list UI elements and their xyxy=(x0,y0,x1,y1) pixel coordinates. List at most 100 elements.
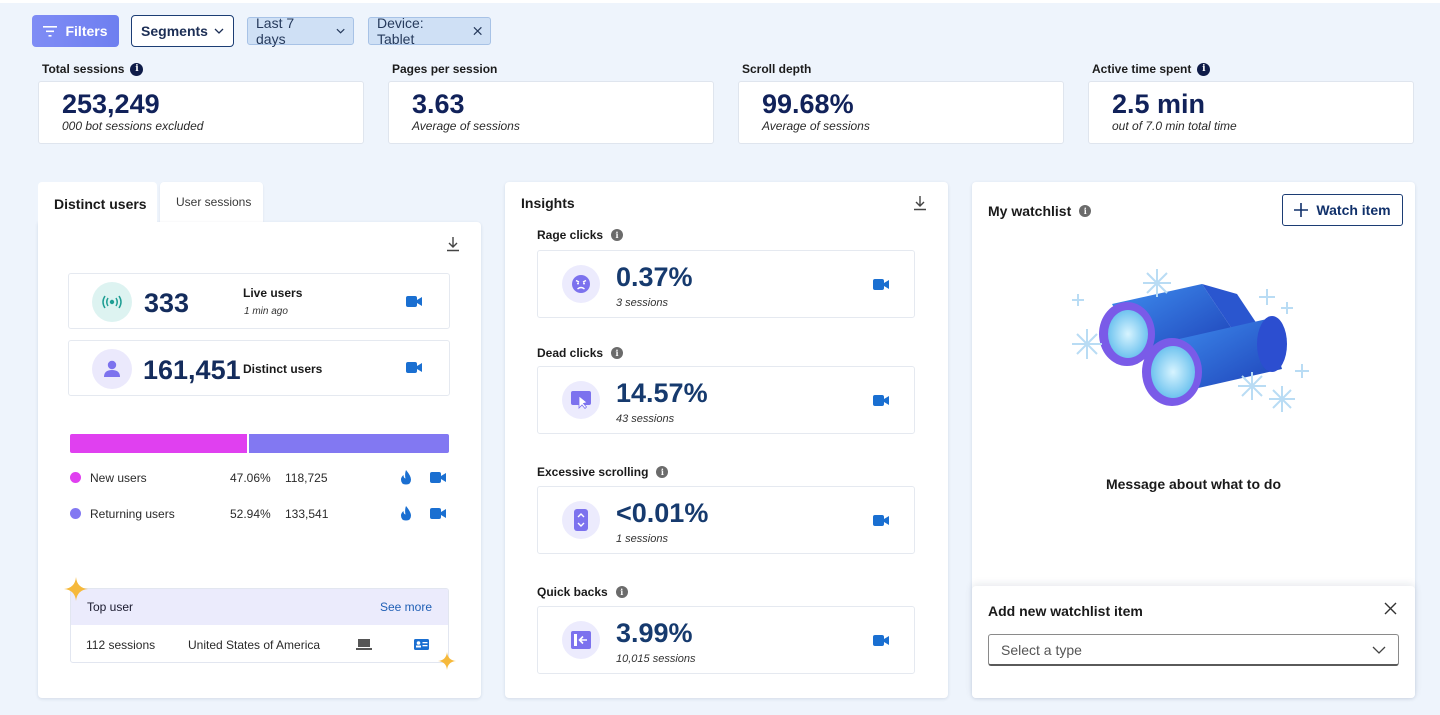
watch-item-label: Watch item xyxy=(1316,202,1391,218)
add-watchlist-pane: Add new watchlist item Select a type xyxy=(972,586,1415,698)
info-icon[interactable]: i xyxy=(1079,205,1092,217)
legend-name: Returning users xyxy=(90,507,175,521)
video-camera-icon[interactable] xyxy=(873,635,889,646)
plus-icon xyxy=(1294,203,1309,217)
stat-pages-per-session: Pages per session 3.63 Average of sessio… xyxy=(388,61,714,144)
info-icon[interactable]: i xyxy=(611,229,624,241)
insight-sub: 1 sessions xyxy=(616,533,668,545)
chevron-down-icon xyxy=(1372,646,1386,654)
close-icon[interactable] xyxy=(1384,602,1397,615)
legend-returning-users: Returning users 52.94% 133,541 xyxy=(70,504,450,524)
video-camera-icon[interactable] xyxy=(873,395,889,406)
filter-lines-icon xyxy=(43,25,58,37)
info-icon[interactable]: i xyxy=(130,62,144,76)
insight-label-rage: Rage clicks i xyxy=(537,228,624,242)
info-icon[interactable]: i xyxy=(1197,62,1211,76)
legend-name: New users xyxy=(90,471,147,485)
tab-distinct-users[interactable]: Distinct users xyxy=(38,182,157,226)
type-select-placeholder: Select a type xyxy=(1001,641,1082,658)
legend-dot xyxy=(70,472,81,483)
top-user-sessions: 112 sessions xyxy=(86,637,156,652)
users-panel: User sessions 333 Live users 1 min ago 1… xyxy=(38,182,481,698)
top-user-title: Top user xyxy=(87,600,134,614)
distinct-users-card: 161,451 Distinct users xyxy=(68,340,450,396)
stat-value: 99.68% xyxy=(762,89,854,119)
segments-button[interactable]: Segments xyxy=(131,15,234,47)
info-icon[interactable]: i xyxy=(611,347,624,359)
device-chip-label: Device: Tablet xyxy=(377,15,424,47)
stat-label: Total sessions xyxy=(42,62,125,76)
angry-face-icon xyxy=(562,265,600,303)
stat-card: 3.63 Average of sessions xyxy=(388,81,714,144)
live-users-sub: 1 min ago xyxy=(244,306,288,317)
new-users-segment xyxy=(70,434,247,453)
video-camera-icon[interactable] xyxy=(873,279,889,290)
binoculars-illustration xyxy=(1072,269,1309,412)
filter-bar: Filters Segments Last 7 days Device: Tab… xyxy=(32,15,491,47)
insight-label-text: Excessive scrolling xyxy=(537,465,649,479)
video-camera-icon[interactable] xyxy=(873,515,889,526)
video-camera-icon[interactable] xyxy=(406,362,422,373)
close-icon[interactable] xyxy=(473,26,482,36)
video-camera-icon[interactable] xyxy=(430,472,446,483)
watchlist-panel: My watchlist i Watch item xyxy=(972,182,1415,698)
insight-label-scroll: Excessive scrolling i xyxy=(537,465,669,479)
video-camera-icon[interactable] xyxy=(406,296,422,307)
info-icon[interactable]: i xyxy=(615,586,628,598)
info-icon[interactable]: i xyxy=(656,466,669,478)
video-camera-icon[interactable] xyxy=(430,508,446,519)
insight-card-scroll[interactable]: <0.01% 1 sessions xyxy=(537,486,915,554)
live-users-card: 333 Live users 1 min ago xyxy=(68,273,450,329)
top-border xyxy=(0,0,1440,3)
insight-card-quickbacks[interactable]: 3.99% 10,015 sessions xyxy=(537,606,915,674)
stat-label: Active time spent xyxy=(1092,62,1192,76)
top-user-country: United States of America xyxy=(188,637,321,652)
heatmap-flame-icon[interactable] xyxy=(400,470,412,485)
download-icon[interactable] xyxy=(913,195,927,211)
watchlist-message: Message about what to do xyxy=(1105,476,1281,492)
legend-dot xyxy=(70,508,81,519)
insight-label-text: Rage clicks xyxy=(537,228,604,242)
device-filter-chip[interactable]: Device: Tablet xyxy=(368,15,491,47)
see-more-link[interactable]: See more xyxy=(379,600,432,614)
heatmap-flame-icon[interactable] xyxy=(400,506,412,521)
stat-total-sessions: Total sessions i 253,249 000 bot sessions… xyxy=(38,61,364,144)
stat-value: 2.5 min xyxy=(1112,89,1206,119)
live-broadcast-icon xyxy=(92,282,132,322)
tab-label: Distinct users xyxy=(54,196,147,212)
sparkle-icon xyxy=(438,652,456,670)
insight-value: 3.99% xyxy=(616,618,693,648)
filters-button[interactable]: Filters xyxy=(32,15,119,47)
chevron-down-icon xyxy=(214,28,224,34)
stat-sub: 000 bot sessions excluded xyxy=(62,119,204,133)
insights-panel: Insights Rage clicks i 0.37% 3 sessions D… xyxy=(505,182,948,698)
insight-sub: 3 sessions xyxy=(616,297,668,309)
legend-count: 118,725 xyxy=(285,471,328,485)
legend-new-users: New users 47.06% 118,725 xyxy=(70,468,450,488)
period-dropdown[interactable]: Last 7 days xyxy=(247,15,354,47)
insight-sub: 43 sessions xyxy=(616,413,675,425)
legend-pct: 47.06% xyxy=(230,471,271,485)
stat-sub: Average of sessions xyxy=(762,119,870,133)
type-select[interactable]: Select a type xyxy=(988,634,1399,666)
period-label: Last 7 days xyxy=(256,15,295,47)
top-user-row: 112 sessions United States of America xyxy=(71,625,448,662)
insight-label-quickbacks: Quick backs i xyxy=(537,585,628,599)
insights-title: Insights xyxy=(521,195,575,211)
stat-sub: Average of sessions xyxy=(412,119,520,133)
insight-card-dead[interactable]: 14.57% 43 sessions xyxy=(537,366,915,434)
distinct-users-value: 161,451 xyxy=(143,355,241,385)
insight-card-rage[interactable]: 0.37% 3 sessions xyxy=(537,250,915,318)
user-card-icon[interactable] xyxy=(414,639,429,650)
download-icon[interactable] xyxy=(446,236,460,252)
add-watchlist-title: Add new watchlist item xyxy=(988,603,1143,619)
tab-user-sessions[interactable]: User sessions xyxy=(160,182,263,222)
users-body: 333 Live users 1 min ago 161,451 Distinc… xyxy=(38,222,481,698)
watch-item-button[interactable]: Watch item xyxy=(1282,194,1403,226)
laptop-icon xyxy=(356,639,372,650)
insight-value: <0.01% xyxy=(616,498,709,528)
segments-label: Segments xyxy=(141,23,208,39)
tab-label: User sessions xyxy=(176,195,252,209)
stat-scroll-depth: Scroll depth 99.68% Average of sessions xyxy=(738,61,1064,144)
stat-value: 253,249 xyxy=(62,89,160,119)
